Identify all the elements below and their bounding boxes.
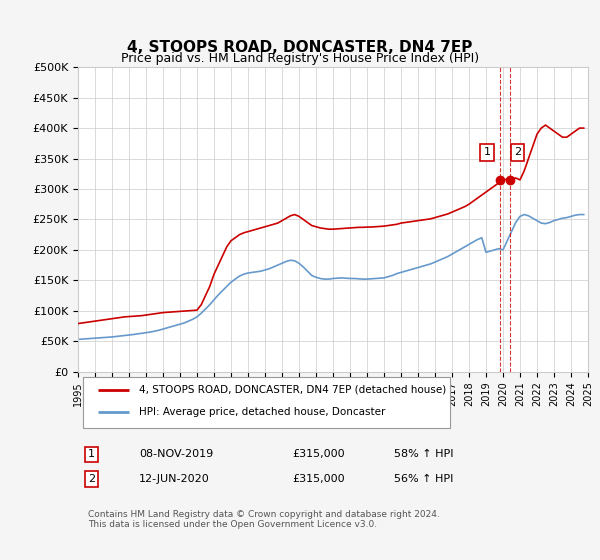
Text: Price paid vs. HM Land Registry's House Price Index (HPI): Price paid vs. HM Land Registry's House … [121,52,479,66]
FancyBboxPatch shape [83,376,450,428]
Text: 4, STOOPS ROAD, DONCASTER, DN4 7EP (detached house): 4, STOOPS ROAD, DONCASTER, DN4 7EP (deta… [139,385,446,395]
Text: £315,000: £315,000 [292,474,345,484]
Text: 4, STOOPS ROAD, DONCASTER, DN4 7EP: 4, STOOPS ROAD, DONCASTER, DN4 7EP [127,40,473,55]
Text: 1: 1 [88,450,95,459]
Text: 58% ↑ HPI: 58% ↑ HPI [394,450,454,459]
Text: HPI: Average price, detached house, Doncaster: HPI: Average price, detached house, Donc… [139,407,386,417]
Text: 2: 2 [88,474,95,484]
Text: 12-JUN-2020: 12-JUN-2020 [139,474,210,484]
Text: 1: 1 [484,147,490,157]
Text: Contains HM Land Registry data © Crown copyright and database right 2024.
This d: Contains HM Land Registry data © Crown c… [88,510,440,529]
Text: £315,000: £315,000 [292,450,345,459]
Text: 08-NOV-2019: 08-NOV-2019 [139,450,214,459]
Text: 2: 2 [514,147,521,157]
Text: 56% ↑ HPI: 56% ↑ HPI [394,474,454,484]
